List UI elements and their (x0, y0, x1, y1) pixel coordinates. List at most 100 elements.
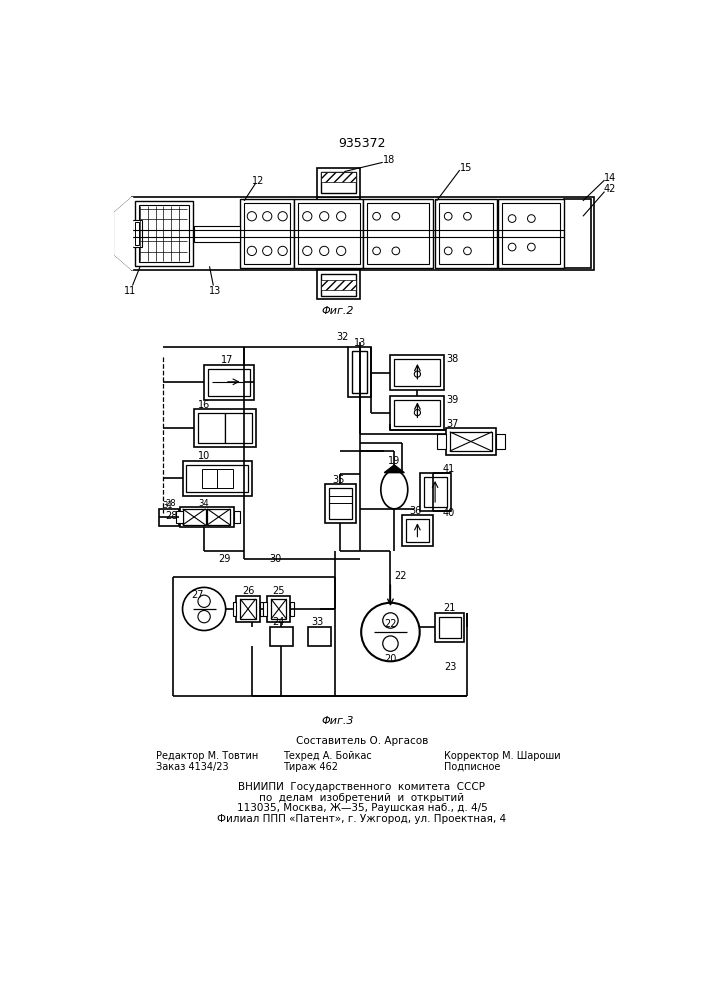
Bar (325, 484, 356, 523)
Circle shape (508, 215, 516, 222)
Bar (217, 469, 233, 488)
Bar (395, 359, 440, 386)
Bar (198, 413, 225, 443)
Bar (329, 488, 352, 519)
Circle shape (392, 212, 399, 220)
Bar (132, 220, 141, 247)
Circle shape (303, 246, 312, 256)
Bar (269, 627, 293, 646)
Bar (368, 203, 429, 264)
Circle shape (464, 247, 472, 255)
Circle shape (303, 212, 312, 221)
Text: 11: 11 (124, 286, 136, 296)
Text: 42: 42 (604, 184, 616, 194)
Text: 28: 28 (165, 499, 176, 508)
Circle shape (262, 246, 272, 256)
Text: 13: 13 (209, 286, 221, 296)
Text: 12: 12 (252, 176, 264, 186)
Circle shape (373, 212, 380, 220)
Bar (259, 602, 264, 616)
Text: 33: 33 (311, 617, 323, 627)
Bar (406, 519, 429, 542)
Bar (321, 280, 356, 290)
Text: 34: 34 (199, 499, 209, 508)
Bar (135, 222, 139, 245)
Bar (234, 511, 240, 523)
Bar (321, 274, 356, 296)
Bar (182, 461, 252, 496)
Bar (496, 434, 506, 449)
Circle shape (414, 371, 421, 377)
Bar (244, 203, 291, 264)
Bar (348, 347, 371, 397)
Polygon shape (115, 197, 132, 270)
Bar (402, 515, 433, 546)
Bar (439, 617, 460, 638)
Text: Φиг.3: Φиг.3 (322, 716, 354, 726)
Circle shape (527, 243, 535, 251)
Circle shape (382, 613, 398, 628)
Circle shape (444, 212, 452, 220)
Circle shape (320, 212, 329, 221)
Text: 37: 37 (446, 419, 458, 429)
Bar (294, 199, 363, 268)
Text: 20: 20 (385, 654, 397, 664)
Bar (182, 509, 206, 525)
Text: Техред А. Бойкас: Техред А. Бойкас (283, 751, 371, 761)
Circle shape (337, 212, 346, 221)
Bar (308, 627, 331, 646)
Bar (363, 199, 433, 268)
Circle shape (444, 247, 452, 255)
Bar (180, 507, 234, 527)
Text: 13: 13 (354, 338, 366, 348)
Text: 31: 31 (162, 500, 173, 510)
Bar (194, 226, 240, 242)
Text: 21: 21 (443, 603, 456, 613)
Text: 22: 22 (384, 619, 397, 629)
Bar (390, 355, 444, 389)
Bar (439, 203, 493, 264)
Text: Подписное: Подписное (444, 762, 501, 772)
Bar (420, 473, 450, 511)
Text: 24: 24 (273, 617, 285, 627)
Bar (225, 413, 252, 443)
Bar (267, 596, 291, 622)
Text: 36: 36 (409, 506, 421, 516)
Text: Тираж 462: Тираж 462 (283, 762, 338, 772)
Bar (352, 351, 368, 393)
Circle shape (337, 246, 346, 256)
Circle shape (373, 247, 380, 255)
Text: 26: 26 (242, 586, 255, 596)
Bar (446, 428, 496, 455)
Text: Составитель О. Аргасов: Составитель О. Аргасов (296, 736, 428, 746)
Text: 19: 19 (388, 456, 400, 466)
Text: 113035, Москва, Ж—35, Раушская наб., д. 4/5: 113035, Москва, Ж—35, Раушская наб., д. … (237, 803, 487, 813)
Bar (321, 172, 356, 193)
Bar (298, 203, 360, 264)
Text: 35: 35 (332, 475, 344, 485)
Circle shape (414, 410, 421, 416)
Text: 10: 10 (198, 451, 210, 461)
Bar (208, 369, 250, 396)
Bar (207, 509, 230, 525)
Text: 17: 17 (221, 355, 233, 365)
Bar (450, 432, 492, 451)
Text: 28: 28 (165, 511, 177, 521)
Bar (437, 434, 446, 449)
Text: ВНИИПИ  Государственного  комитета  СССР: ВНИИПИ Государственного комитета СССР (238, 782, 486, 792)
Circle shape (527, 215, 535, 222)
Circle shape (262, 212, 272, 221)
Ellipse shape (381, 470, 408, 509)
Circle shape (182, 587, 226, 631)
Text: по  делам  изобретений  и  открытий: по делам изобретений и открытий (259, 793, 464, 803)
Text: 25: 25 (272, 586, 285, 596)
Text: 40: 40 (442, 508, 455, 518)
Bar (271, 599, 286, 619)
Bar (395, 400, 440, 426)
Circle shape (278, 212, 287, 221)
Bar (204, 365, 254, 400)
Circle shape (320, 246, 329, 256)
Bar (135, 201, 192, 266)
Text: 22: 22 (395, 571, 407, 581)
Text: 16: 16 (198, 400, 210, 410)
